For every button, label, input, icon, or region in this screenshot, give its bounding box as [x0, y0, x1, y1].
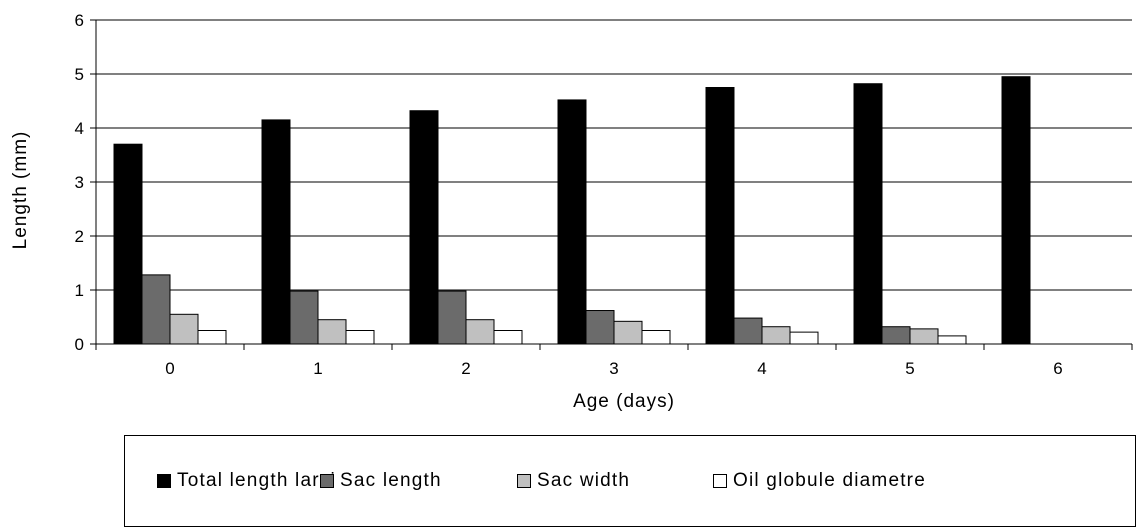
bar-oil-globule-diametre-3	[641, 330, 671, 345]
bar-total-length-larvi-3	[557, 99, 587, 345]
x-tick-label: 6	[1053, 359, 1062, 378]
bar-total-length-larvi-4	[705, 87, 735, 345]
y-axis-title: Length (mm)	[10, 131, 31, 250]
bar-sac-length-0	[141, 274, 171, 345]
legend-swatch	[157, 474, 171, 488]
legend: Total length larvi Sac length Sac width Oil…	[124, 435, 1136, 527]
axes	[90, 19, 1133, 350]
x-tick-label: 2	[461, 359, 470, 378]
x-tick-label: 3	[609, 359, 618, 378]
legend-label: Sac width	[537, 470, 631, 491]
legend-item: Total length larvi	[157, 470, 336, 492]
y-tick-labels: 0 1 2 3 4 5 6	[75, 11, 84, 354]
gridlines	[96, 19, 1132, 291]
bar-sac-width-1	[317, 319, 347, 345]
bar-total-length-larvi-2	[409, 110, 439, 345]
bar-sac-length-4	[733, 317, 763, 345]
bar-total-length-larvi-1	[261, 119, 291, 345]
legend-label: Sac length	[340, 470, 442, 491]
legend-swatch	[320, 474, 334, 488]
y-tick-label: 4	[75, 119, 84, 138]
bar-sac-width-2	[465, 319, 495, 345]
bar-total-length-larvi-0	[113, 143, 143, 345]
legend-item: Oil globule diametre	[713, 470, 926, 492]
bar-oil-globule-diametre-1	[345, 330, 375, 345]
bar-sac-length-3	[585, 310, 615, 345]
legend-item: Sac length	[320, 470, 442, 492]
bar-sac-length-1	[289, 290, 319, 345]
legend-label: Total length larvi	[177, 470, 336, 491]
x-tick-label: 0	[165, 359, 174, 378]
bar-total-length-larvi-5	[853, 83, 883, 345]
y-tick-label: 5	[75, 65, 84, 84]
bar-oil-globule-diametre-2	[493, 330, 523, 345]
bar-sac-length-2	[437, 290, 467, 345]
y-tick-label: 2	[75, 227, 84, 246]
y-tick-label: 3	[75, 173, 84, 192]
bar-sac-width-5	[909, 328, 939, 345]
bar-oil-globule-diametre-4	[789, 331, 819, 345]
y-tick-label: 1	[75, 281, 84, 300]
bars	[113, 76, 1031, 345]
x-axis-title: Age (days)	[573, 391, 675, 412]
x-tick-label: 4	[757, 359, 766, 378]
bar-total-length-larvi-6	[1001, 76, 1031, 345]
bar-sac-width-4	[761, 326, 791, 345]
legend-swatch	[517, 474, 531, 488]
x-tick-labels: 0 1 2 3 4 5 6	[165, 359, 1062, 378]
bar-chart: 0 1 2 3 4 5 6 0 1 2 3 4 5 6 Length (mm) Age (days)	[10, 11, 1133, 412]
y-tick-label: 0	[75, 335, 84, 354]
bar-sac-width-0	[169, 313, 199, 345]
legend-item: Sac width	[517, 470, 630, 492]
legend-label: Oil globule diametre	[733, 470, 926, 491]
x-tick-label: 5	[905, 359, 914, 378]
bar-sac-length-5	[881, 326, 911, 345]
bar-oil-globule-diametre-0	[197, 330, 227, 345]
legend-swatch	[713, 474, 727, 488]
bar-sac-width-3	[613, 320, 643, 345]
y-tick-label: 6	[75, 11, 84, 30]
x-tick-label: 1	[313, 359, 322, 378]
bar-oil-globule-diametre-5	[937, 335, 967, 345]
